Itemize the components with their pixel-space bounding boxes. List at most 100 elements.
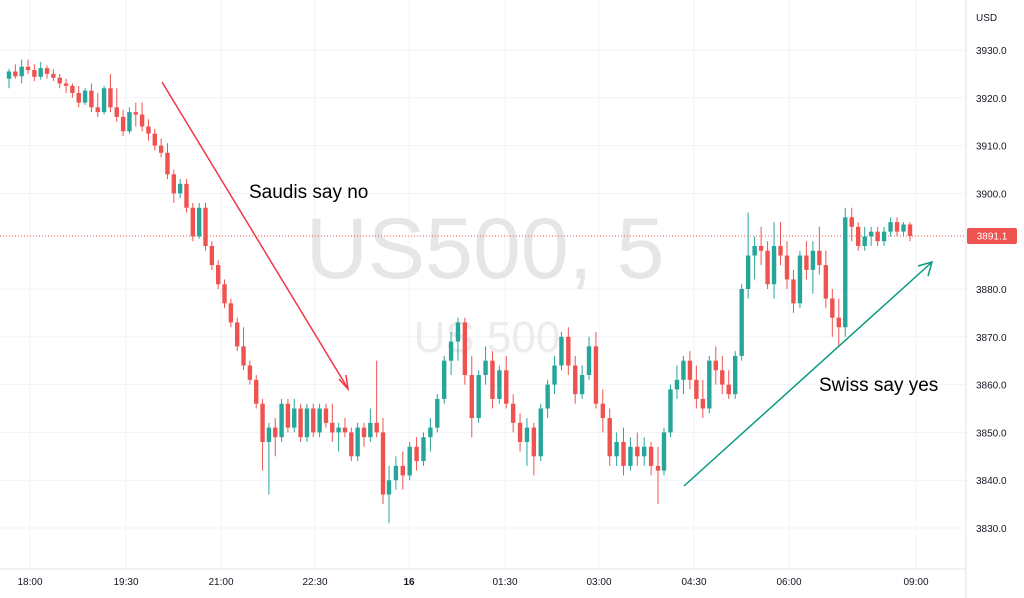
candle-body-93	[614, 441, 619, 457]
candle-body-22	[146, 126, 151, 134]
candle-body-131	[862, 236, 867, 246]
candle-body-67	[435, 398, 440, 428]
candle-body-63	[407, 446, 412, 476]
candle-body-19	[127, 112, 132, 132]
price-tick-3: 3900.0	[976, 189, 1007, 200]
candle-body-28	[184, 183, 189, 208]
candle-body-49	[317, 408, 322, 433]
candle-body-132	[868, 231, 874, 237]
candle-body-23	[152, 133, 157, 146]
price-tick-4: 3880.0	[976, 285, 1007, 296]
price-tick-6: 3860.0	[976, 381, 1007, 392]
candle-body-92	[607, 418, 612, 457]
candle-body-59	[380, 432, 386, 495]
candle-body-46	[298, 408, 303, 438]
candle-body-89	[586, 346, 592, 376]
candle-body-27	[177, 183, 183, 194]
candle-body-66	[428, 427, 433, 438]
candle-body-125	[823, 265, 829, 299]
candle-body-6	[44, 68, 50, 74]
candle-body-120	[791, 279, 796, 304]
time-tick-7: 04:30	[681, 577, 706, 588]
swiss-arrow-line	[683, 262, 932, 487]
candle-body-52	[336, 427, 341, 433]
candle-body-115	[758, 245, 764, 251]
symbol-watermark: US500, 5	[306, 201, 665, 297]
price-tick-2: 3910.0	[976, 142, 1007, 153]
candle-body-76	[497, 370, 502, 399]
candle-body-74	[483, 360, 488, 376]
candle-body-134	[881, 231, 887, 242]
candle-body-80	[524, 427, 530, 442]
candle-body-96	[635, 446, 640, 457]
saudis-say-no-label: Saudis say no	[249, 182, 368, 203]
candle-body-110	[726, 384, 731, 395]
candle-body-4	[32, 70, 37, 77]
candle-body-84	[552, 365, 557, 385]
time-tick-2: 21:00	[208, 577, 233, 588]
candle-body-136	[894, 222, 900, 232]
candle-body-138	[907, 224, 913, 236]
candle-body-11	[76, 93, 81, 103]
candle-body-65	[421, 437, 426, 462]
time-tick-6: 03:00	[586, 577, 611, 588]
candle-body-102	[674, 379, 680, 390]
price-tick-0: 3930.0	[976, 46, 1007, 57]
candle-body-69	[448, 341, 454, 361]
price-tick-1: 3920.0	[976, 94, 1007, 105]
candle-body-25	[165, 152, 170, 175]
price-tick-9: 3830.0	[976, 524, 1007, 535]
candle-body-13	[89, 90, 94, 108]
candle-body-133	[875, 231, 880, 242]
candle-body-9	[63, 83, 69, 86]
candle-body-106	[700, 398, 706, 409]
candle-body-61	[393, 465, 399, 481]
candle-body-85	[559, 336, 564, 366]
time-tick-1: 19:30	[113, 577, 138, 588]
candles-group	[6, 59, 913, 524]
candle-body-20	[133, 112, 138, 115]
time-tick-8: 06:00	[776, 577, 801, 588]
candle-body-128	[843, 217, 848, 328]
candle-body-58	[374, 422, 379, 433]
time-tick-0: 18:00	[17, 577, 42, 588]
candle-body-2	[19, 66, 24, 77]
candle-body-35	[228, 303, 234, 323]
candle-body-47	[304, 408, 310, 438]
candle-body-14	[95, 107, 100, 113]
candle-body-86	[566, 336, 571, 366]
candle-body-99	[655, 465, 661, 471]
candle-body-111	[733, 355, 738, 395]
candle-body-113	[745, 255, 751, 289]
time-axis-ticks: 18:00 19:30 21:00 22:30 16 01:30 03:00 04:30 06:…	[17, 577, 928, 588]
candle-body-39	[254, 379, 259, 404]
candle-body-70	[455, 322, 461, 342]
candle-body-42	[273, 427, 278, 438]
candle-body-101	[668, 389, 673, 433]
candle-body-73	[476, 375, 481, 419]
time-tick-3: 22:30	[302, 577, 327, 588]
candle-body-97	[642, 446, 647, 457]
candle-body-60	[386, 480, 392, 495]
candle-body-55	[355, 427, 360, 457]
candle-body-38	[247, 365, 253, 380]
candle-body-0	[6, 71, 12, 79]
candle-body-40	[260, 403, 265, 442]
last-price-value: 3891.1	[977, 231, 1008, 242]
candle-body-12	[82, 90, 88, 103]
price-tick-8: 3840.0	[976, 476, 1007, 487]
candle-body-50	[323, 408, 329, 423]
candle-body-62	[400, 465, 405, 476]
candle-body-127	[836, 317, 841, 328]
candle-body-121	[797, 255, 803, 304]
candle-body-26	[171, 174, 177, 194]
candle-body-130	[856, 226, 861, 246]
last-price-badge: 3891.1	[967, 227, 1017, 244]
price-tick-5: 3870.0	[976, 333, 1007, 344]
saudis-arrow-line	[161, 81, 348, 388]
symbol-sub-watermark: US 500	[414, 313, 561, 362]
candle-body-18	[120, 116, 126, 132]
candle-body-126	[830, 298, 835, 318]
swiss-say-yes-label: Swiss say yes	[819, 375, 938, 396]
gridlines	[0, 0, 966, 569]
